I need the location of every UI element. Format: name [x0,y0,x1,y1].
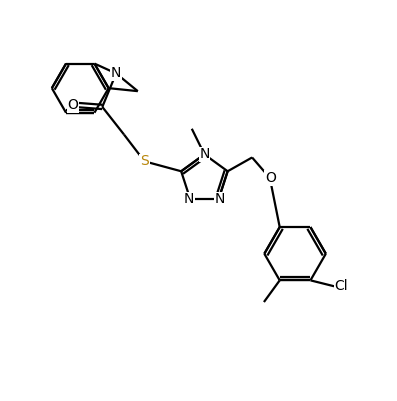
Text: N: N [111,67,121,81]
Text: Cl: Cl [334,279,348,293]
Text: O: O [67,98,78,112]
Text: S: S [140,154,149,168]
Text: O: O [265,171,276,185]
Text: N: N [199,148,210,161]
Text: N: N [184,192,195,207]
Text: N: N [214,192,225,207]
